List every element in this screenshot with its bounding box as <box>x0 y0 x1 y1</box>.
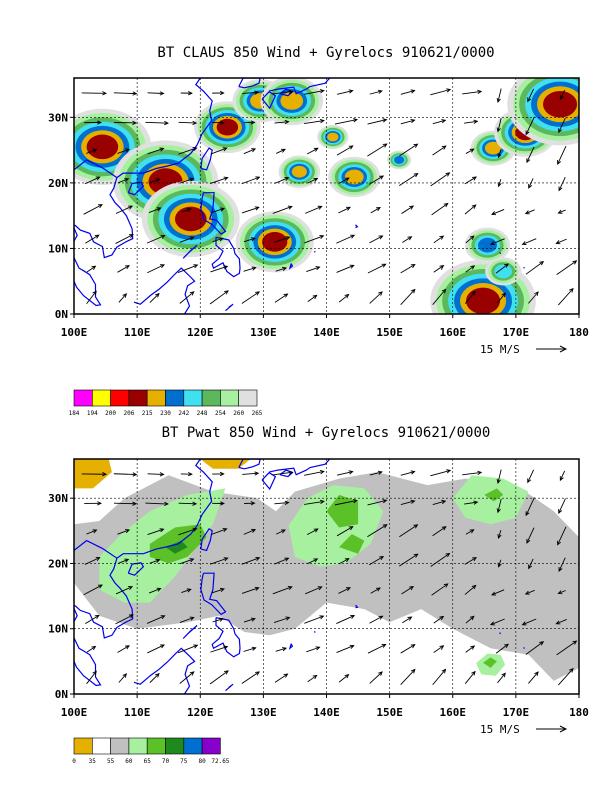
colorbar-swatch-6 <box>184 738 202 754</box>
colorbar-label: 242 <box>178 410 189 417</box>
cloud-band-16-6 <box>494 265 512 279</box>
colorbar-claus: 184 194 200 206 215 230 242 248 254 260 265 <box>69 390 263 417</box>
colorbar-swatch-8 <box>220 390 238 406</box>
x-tick-label: 100E <box>61 326 88 339</box>
colorbar-label: 230 <box>160 410 171 417</box>
colorbar-label: 70 <box>162 758 170 765</box>
colorbar-swatch-4 <box>147 390 165 406</box>
x-tick-label: 100E <box>61 706 88 719</box>
colorbar-label: 260 <box>233 410 244 417</box>
coast-segment-19 <box>523 268 524 269</box>
x-tick-label: 160E <box>440 326 467 339</box>
y-tick-label: 0N <box>55 308 68 321</box>
y-tick-label: 30N <box>48 492 68 505</box>
cloud-band-9-4 <box>327 133 338 142</box>
y-tick-label: 10N <box>48 242 68 255</box>
colorbar-label: 55 <box>107 758 115 765</box>
cloud-band-7-4 <box>292 166 307 178</box>
colorbar-swatch-3 <box>129 738 147 754</box>
chart-panel-claus: 100E 110E 120E 130E 140E 150E 160E 170E 180 0N 10N… <box>48 63 612 356</box>
x-tick-label: 110E <box>124 706 151 719</box>
colorbar-swatch-3 <box>129 390 147 406</box>
x-tick-label: 120E <box>187 326 214 339</box>
colorbar-swatch-7 <box>202 390 220 406</box>
x-tick-label: 150E <box>376 706 403 719</box>
colorbar-pwat: 0 35 55 60 65 70 75 80 72.65 <box>72 738 230 765</box>
convective-cloud-8 <box>328 157 380 198</box>
cloud-band-8-4 <box>345 170 364 185</box>
cloud-band-10-5 <box>394 156 404 164</box>
colorbar-swatch-1 <box>92 738 110 754</box>
colorbar-swatch-7 <box>202 738 220 754</box>
x-tick-label: 180 <box>569 706 589 719</box>
y-tick-label: 30N <box>48 111 68 124</box>
colorbar-label: 75 <box>180 758 188 765</box>
cloud-band-14-3 <box>543 91 577 118</box>
colorbar-label: 254 <box>215 410 226 417</box>
colorbar-label: 60 <box>125 758 133 765</box>
colorbar-swatch-0 <box>74 390 92 406</box>
coast-segment-16 <box>315 631 316 632</box>
colorbar-swatch-2 <box>111 390 129 406</box>
colorbar-swatch-6 <box>184 390 202 406</box>
x-tick-label: 110E <box>124 326 151 339</box>
colorbar-label: 80 <box>198 758 206 765</box>
y-tick-label: 20N <box>48 557 68 570</box>
convective-cloud-2 <box>142 181 240 257</box>
colorbar-label: 184 <box>69 410 80 417</box>
x-tick-label: 130E <box>250 706 277 719</box>
x-tick-label: 170E <box>503 706 530 719</box>
cloud-band-0-3 <box>87 135 119 160</box>
chart-panel-pwat: 100E 110E 120E 130E 140E 150E 160E 170E 180 0N 10N… <box>48 459 589 736</box>
colorbar-swatch-0 <box>74 738 92 754</box>
colorbar-swatch-2 <box>111 738 129 754</box>
convective-cloud-9 <box>317 125 348 149</box>
x-tick-label: 140E <box>313 706 340 719</box>
x-tick-label: 170E <box>503 326 530 339</box>
vector-scale-label: 15 M/S <box>480 723 520 736</box>
y-tick-label: 20N <box>48 177 68 190</box>
colorbar-label: 215 <box>142 410 153 417</box>
x-tick-label: 140E <box>313 326 340 339</box>
x-tick-label: 180 <box>569 326 589 339</box>
convective-cloud-14 <box>507 63 612 145</box>
colorbar-label: 206 <box>123 410 134 417</box>
colorbar-swatch-5 <box>166 390 184 406</box>
colorbar-label: 35 <box>89 758 97 765</box>
x-tick-label: 130E <box>250 326 277 339</box>
colorbar-swatch-4 <box>147 738 165 754</box>
colorbar-label: 65 <box>144 758 152 765</box>
x-tick-label: 120E <box>187 706 214 719</box>
colorbar-label: 265 <box>252 410 263 417</box>
cloud-band-15-5 <box>478 238 497 253</box>
colorbar-label: 194 <box>87 410 98 417</box>
cloud-band-3-3 <box>217 119 238 136</box>
cloud-band-11-3 <box>466 288 500 315</box>
colorbar-swatch-9 <box>239 390 257 406</box>
colorbar-label: 72.65 <box>211 758 229 765</box>
y-tick-label: 10N <box>48 623 68 636</box>
chart-title-bottom: BT Pwat 850 Wind + Gyrelocs 910621/0000 <box>162 425 491 441</box>
colorbar-label: 0 <box>72 758 76 765</box>
vector-scale-label: 15 M/S <box>480 343 520 356</box>
colorbar-swatch-5 <box>166 738 184 754</box>
coast-segment-19 <box>523 648 524 649</box>
colorbar-label: 200 <box>105 410 116 417</box>
convective-cloud-10 <box>387 151 411 170</box>
convective-cloud-5 <box>261 77 323 126</box>
x-tick-label: 160E <box>440 706 467 719</box>
colorbar-label: 248 <box>197 410 208 417</box>
coast-segment-16 <box>315 251 316 252</box>
colorbar-swatch-1 <box>92 390 110 406</box>
chart-title-top: BT CLAUS 850 Wind + Gyrelocs 910621/0000 <box>157 45 494 61</box>
x-tick-label: 150E <box>376 326 403 339</box>
y-tick-label: 0N <box>55 688 68 701</box>
